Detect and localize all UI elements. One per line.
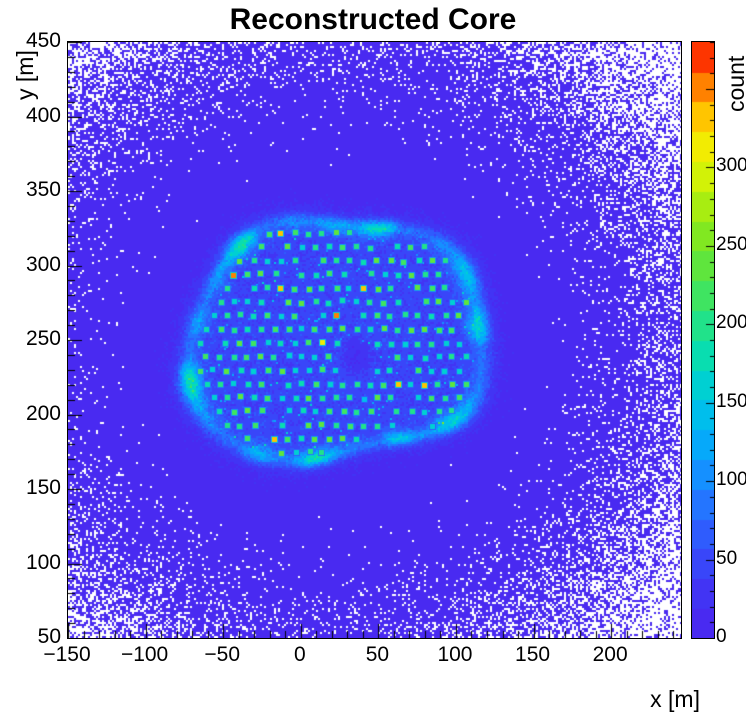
- y-tick-label: 450: [25, 29, 61, 52]
- heatmap-canvas: [68, 42, 681, 638]
- x-tick-label: 0: [293, 643, 306, 666]
- z-tick-label: 0: [716, 626, 727, 647]
- y-tick-label: 250: [25, 327, 61, 350]
- y-tick-label: 100: [25, 550, 61, 574]
- x-tick-label: −150: [43, 643, 91, 666]
- y-tick-label: 350: [25, 178, 61, 201]
- z-tick-label: 150: [716, 390, 746, 412]
- x-tick-label: 50: [365, 643, 390, 666]
- z-tick-label: 250: [716, 233, 746, 255]
- z-tick-label: 50: [716, 547, 738, 569]
- x-tick-label: −50: [204, 643, 240, 666]
- x-tick-label: 150: [515, 643, 551, 666]
- x-axis-title: x [m]: [650, 686, 700, 712]
- y-tick-label: 200: [25, 401, 61, 425]
- plot-area: [67, 41, 682, 639]
- x-tick-label: −100: [120, 643, 169, 666]
- colorbar-canvas: [692, 42, 714, 638]
- colorbar-title: count: [723, 55, 746, 112]
- y-axis-title: y [m]: [12, 50, 38, 100]
- z-tick-label: 100: [716, 469, 746, 491]
- z-tick-label: 200: [716, 312, 746, 334]
- y-tick-label: 300: [25, 252, 61, 276]
- y-tick-label: 150: [25, 476, 61, 499]
- x-tick-label: 100: [437, 643, 473, 666]
- chart-title: Reconstructed Core: [229, 3, 517, 36]
- y-tick-label: 50: [37, 625, 61, 648]
- z-tick-label: 300: [716, 155, 746, 177]
- y-tick-label: 400: [25, 103, 61, 127]
- colorbar: [691, 41, 715, 639]
- x-tick-label: 200: [592, 643, 628, 666]
